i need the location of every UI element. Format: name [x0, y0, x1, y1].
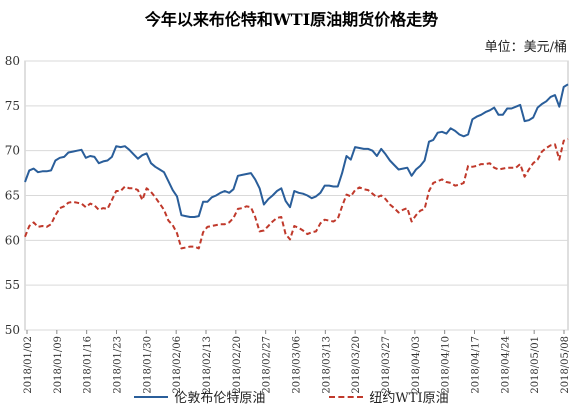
x-tick-label: 2018/01/09	[53, 336, 64, 394]
y-tick-label: 60	[5, 233, 20, 247]
x-tick-label: 2018/01/16	[83, 336, 94, 394]
legend-item-brent: 伦敦布伦特原油	[134, 387, 265, 406]
x-tick-label: 2018/03/13	[321, 336, 332, 394]
x-tick-label: 2018/03/06	[292, 336, 303, 394]
brent-line	[24, 83, 569, 218]
y-tick-label: 55	[5, 278, 20, 292]
x-tick-label: 2018/04/10	[441, 336, 452, 394]
legend-swatch-wti	[329, 395, 364, 398]
x-tick-label: 2018/01/30	[142, 336, 153, 394]
chart-title: 今年以来布伦特和WTI原油期货价格走势	[144, 10, 439, 29]
legend-swatch-brent	[134, 395, 169, 398]
y-tick-label: 65	[5, 189, 20, 203]
unit-label: 单位：美元/桶	[484, 40, 567, 55]
x-tick-label: 2018/02/27	[262, 336, 273, 394]
x-tick-label: 2018/02/06	[172, 336, 183, 394]
x-tick-label: 2018/02/13	[202, 336, 213, 394]
y-tick-label: 75	[5, 99, 20, 113]
y-tick-label: 50	[5, 323, 20, 337]
x-tick-label: 2018/03/20	[351, 336, 362, 394]
x-tick-label: 2018/05/01	[530, 336, 541, 394]
x-tick-label: 2018/03/27	[381, 336, 392, 394]
x-tick-label: 2018/05/08	[560, 336, 571, 394]
y-tick-label: 80	[5, 54, 20, 68]
x-tick-label: 2018/04/17	[471, 336, 482, 394]
x-tick-label: 2018/01/02	[23, 336, 34, 394]
x-tick-label: 2018/04/24	[500, 336, 511, 394]
wti-line	[24, 138, 569, 250]
legend-label-brent: 伦敦布伦特原油	[174, 391, 266, 406]
legend-item-wti: 纽约WTI原油	[329, 387, 449, 406]
legend-label-wti: 纽约WTI原油	[369, 391, 449, 406]
y-tick-label: 70	[5, 144, 20, 158]
x-tick-label: 2018/02/20	[232, 336, 243, 394]
x-tick-label: 2018/01/23	[113, 336, 124, 394]
legend: 伦敦布伦特原油 纽约WTI原油	[0, 387, 583, 406]
x-tick-label: 2018/04/03	[411, 336, 422, 394]
